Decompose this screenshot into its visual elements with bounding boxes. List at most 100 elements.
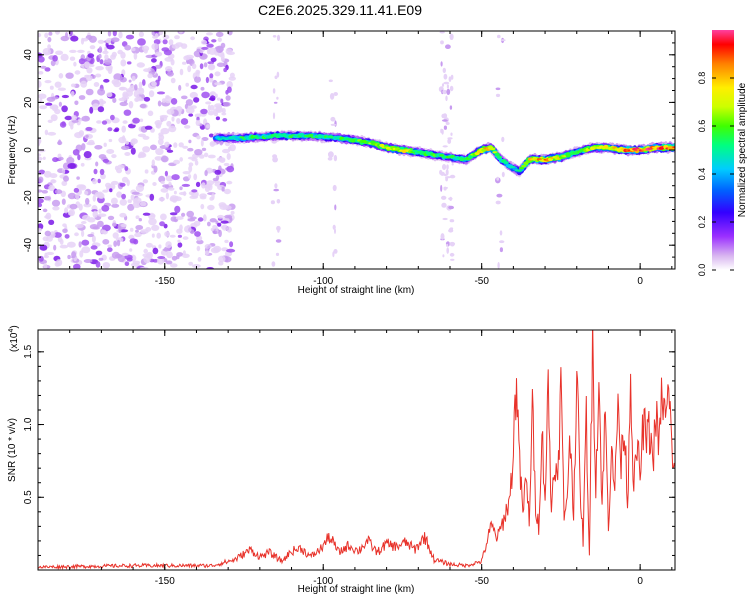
- noise-speck: [152, 182, 157, 186]
- noise-speck: [119, 198, 128, 206]
- noise-speck: [184, 225, 192, 233]
- noise-speck: [119, 87, 125, 91]
- noise-speck: [215, 116, 220, 121]
- noise-speck: [206, 124, 210, 129]
- noise-speck: [74, 70, 81, 75]
- noise-speck: [67, 254, 71, 260]
- noise-speck: [221, 112, 227, 116]
- noise-speck: [188, 139, 192, 144]
- noise-speck: [111, 203, 120, 208]
- noise-speck: [97, 106, 105, 113]
- noise-speck: [61, 94, 69, 99]
- noise-speck: [53, 232, 62, 238]
- y-tick-label: 40: [23, 49, 34, 61]
- noise-speck: [196, 245, 201, 252]
- noise-speck: [43, 254, 50, 259]
- noise-speck: [143, 248, 148, 254]
- x-tick-label: -150: [155, 576, 175, 587]
- noise-speck: [188, 165, 193, 173]
- x-tick-label: -150: [155, 276, 175, 287]
- noise-speck: [92, 178, 97, 185]
- noise-speck: [80, 80, 88, 88]
- noise-speck: [205, 76, 209, 84]
- ridge-cell: [379, 143, 385, 148]
- noise-speck: [58, 101, 63, 107]
- noise-speck: [194, 149, 203, 156]
- noise-speck: [102, 239, 110, 245]
- noise-speck: [149, 193, 155, 201]
- noise-speck: [54, 189, 63, 195]
- noise-speck: [174, 35, 180, 40]
- noise-speck: [45, 212, 52, 220]
- noise-speck: [154, 120, 163, 126]
- noise-speck: [218, 165, 222, 172]
- noise-speck: [275, 239, 282, 243]
- noise-speck: [159, 221, 166, 227]
- noise-speck: [102, 189, 109, 193]
- ridge-cell: [490, 148, 496, 150]
- noise-speck: [50, 60, 56, 67]
- noise-speck: [139, 266, 149, 269]
- noise-speck: [276, 225, 281, 231]
- noise-speck: [446, 164, 449, 170]
- noise-speck: [89, 106, 94, 114]
- noise-speck: [204, 250, 210, 256]
- colorbar-tick-label: 0.6: [697, 120, 707, 133]
- noise-speck: [270, 200, 275, 205]
- x-tick-label: -50: [474, 576, 489, 587]
- noise-speck: [45, 235, 53, 242]
- noise-speck: [450, 258, 455, 261]
- noise-speck: [445, 44, 451, 49]
- noise-speck: [220, 42, 226, 49]
- noise-speck: [60, 35, 70, 42]
- noise-speck: [144, 125, 153, 130]
- noise-speck: [276, 71, 280, 78]
- noise-speck: [78, 58, 86, 65]
- noise-speck: [39, 97, 43, 103]
- x-tick-label: 0: [637, 276, 643, 287]
- noise-speck: [445, 176, 451, 179]
- noise-speck: [204, 170, 208, 177]
- spectrogram-y-ticks: -40 -20 0 20 40: [23, 42, 675, 258]
- ridge-cell: [512, 167, 518, 170]
- noise-speck: [446, 247, 450, 254]
- noise-speck: [176, 118, 181, 124]
- noise-speck: [77, 154, 81, 161]
- noise-speck: [108, 138, 113, 143]
- noise-speck: [67, 163, 76, 169]
- noise-speck: [96, 120, 102, 124]
- noise-speck: [116, 167, 123, 174]
- spectrogram-noise: [38, 31, 506, 269]
- ridge-cell: [525, 160, 531, 164]
- ridge-cell: [494, 152, 500, 157]
- snr-panel: -150 -100 -50 0 0.5 1.0 1.5 Height of straigh…: [7, 325, 676, 595]
- noise-speck: [101, 205, 110, 212]
- noise-speck: [182, 250, 186, 256]
- noise-speck: [116, 191, 123, 198]
- noise-speck: [199, 63, 204, 70]
- noise-speck: [139, 118, 144, 123]
- noise-speck: [222, 101, 231, 107]
- spectrogram-panel: -150 -100 -50 0 -40 -20 0 20 40 Height of strai…: [7, 30, 676, 296]
- noise-speck: [448, 76, 452, 82]
- noise-speck: [130, 262, 140, 267]
- noise-speck: [182, 171, 191, 175]
- noise-speck: [100, 229, 107, 234]
- noise-speck: [126, 179, 130, 187]
- noise-speck: [38, 198, 44, 204]
- noise-speck: [202, 214, 207, 222]
- noise-speck: [71, 119, 79, 123]
- noise-speck: [439, 31, 445, 34]
- noise-speck: [142, 79, 146, 86]
- ridge-cell: [468, 156, 474, 159]
- y-tick-label: 20: [23, 96, 34, 108]
- noise-speck: [196, 71, 200, 78]
- noise-speck: [195, 119, 201, 126]
- noise-speck: [220, 53, 225, 60]
- ridge-cell: [474, 152, 480, 156]
- noise-speck: [83, 259, 93, 263]
- noise-speck: [73, 61, 77, 67]
- noise-speck: [98, 154, 107, 160]
- noise-speck: [226, 153, 231, 160]
- noise-speck: [230, 210, 235, 215]
